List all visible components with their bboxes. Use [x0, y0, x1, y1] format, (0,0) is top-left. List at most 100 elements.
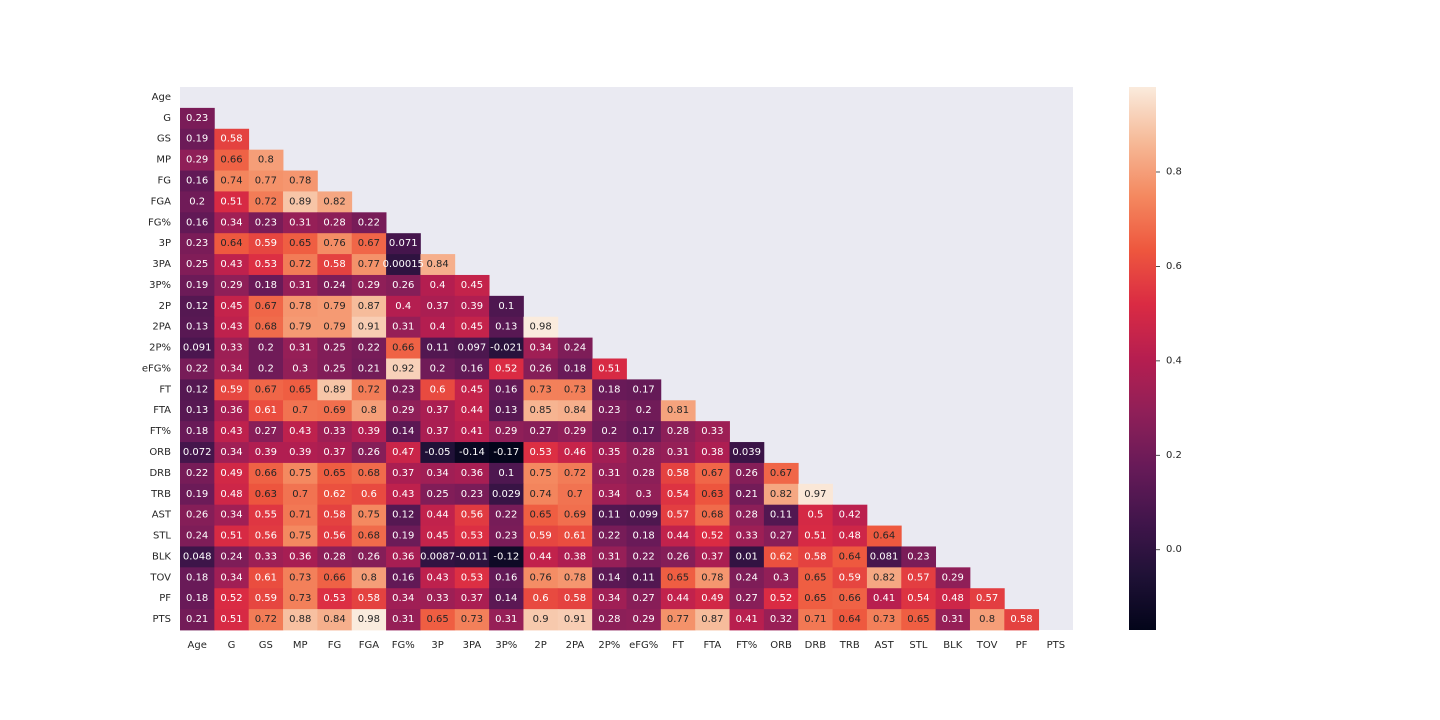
- cell-value-label: -0.14: [459, 447, 485, 458]
- cell-value-label: 0.53: [255, 259, 277, 270]
- heatmap-cell-STL-G: [214, 525, 250, 547]
- heatmap-cell-3P-GS: [248, 233, 284, 255]
- heatmap-cell-DRB-3P%: [489, 462, 524, 485]
- cell-value-label: 0.14: [392, 426, 414, 437]
- heatmap-cell-FT-GS: [248, 379, 284, 401]
- heatmap-cell-BLK-AST: [866, 546, 902, 568]
- heatmap-cell-3P-FG%: [386, 233, 421, 255]
- cell-value-label: 0.44: [667, 593, 689, 604]
- heatmap-cell-3P%-3PA: [454, 274, 490, 297]
- heatmap-cell-PF-3P%: [489, 588, 524, 610]
- heatmap-cell-PTS-FG%: [386, 609, 421, 631]
- heatmap-cell-TRB-MP: [283, 483, 318, 506]
- cell-value-label: 0.16: [461, 363, 483, 374]
- cell-value-label: 0.72: [289, 259, 311, 270]
- heatmap-cell-2PA-2P: [523, 316, 559, 339]
- heatmap-cell-STL-ORB: [763, 525, 799, 547]
- cell-value-label: 0.45: [220, 301, 242, 312]
- heatmap-cell-TOV-2P: [523, 567, 559, 589]
- heatmap-cell-TRB-FG%: [386, 483, 421, 506]
- cell-value-label: 0.18: [598, 384, 620, 395]
- cell-value-label: 0.44: [530, 551, 552, 562]
- cell-value-label: 0.72: [564, 468, 586, 479]
- heatmap-cell-eFG%-2P%: [592, 358, 627, 380]
- heatmap-cell-FG-GS: [248, 170, 284, 192]
- heatmap-cell-BLK-GS: [248, 546, 284, 568]
- cell-value-label: 0.64: [220, 238, 242, 249]
- heatmap-cell-TOV-STL: [901, 567, 937, 589]
- heatmap-cell-STL-MP: [283, 525, 318, 547]
- cell-value-label: 0.25: [323, 363, 345, 374]
- heatmap-cell-FT%-eFG%: [626, 421, 662, 443]
- cell-value-label: 0.51: [220, 614, 242, 625]
- heatmap-cell-BLK-FT: [660, 546, 696, 568]
- heatmap-cell-2PA-3P%: [489, 316, 524, 339]
- cell-value-label: 0.92: [392, 363, 414, 374]
- cell-value-label: 0.53: [530, 447, 552, 458]
- cell-value-label: 0.79: [323, 322, 345, 333]
- heatmap-cell-STL-FT%: [729, 525, 765, 547]
- heatmap-cell-PF-eFG%: [626, 588, 662, 610]
- x-tick-label: FT: [672, 640, 685, 651]
- heatmap-cell-ORB-2P%: [592, 442, 627, 464]
- heatmap-cell-PF-FT%: [729, 588, 765, 610]
- heatmap-cell-ORB-FG: [317, 442, 353, 464]
- heatmap-cell-FTA-G: [214, 400, 250, 422]
- cell-value-label: 0.33: [426, 593, 448, 604]
- cell-value-label: 0.39: [358, 426, 380, 437]
- cell-value-label: 0.28: [633, 468, 655, 479]
- cell-value-label: 0.7: [292, 405, 308, 416]
- cell-value-label: 0.16: [392, 572, 414, 583]
- heatmap-cell-BLK-3P%: [489, 546, 524, 568]
- heatmap-cell-PTS-PF: [1004, 609, 1040, 631]
- heatmap-cell-FT-FG: [317, 379, 353, 401]
- cell-value-label: 0.66: [839, 593, 861, 604]
- heatmap-cell-2PA-G: [214, 316, 250, 339]
- heatmap-cell-AST-eFG%: [626, 504, 662, 526]
- heatmap-cell-BLK-3P: [420, 546, 456, 568]
- cell-value-label: 0.18: [186, 572, 208, 583]
- cell-value-label: 0.33: [323, 426, 345, 437]
- x-tick-label: TRB: [839, 640, 860, 651]
- heatmap-cell-DRB-Age: [180, 462, 215, 485]
- heatmap-cell-AST-3P: [420, 504, 456, 526]
- cell-value-label: 0.29: [220, 280, 242, 291]
- heatmap-cell-TRB-2PA: [557, 483, 593, 506]
- cell-value-label: 0.79: [289, 322, 311, 333]
- cell-value-label: 0.31: [289, 217, 311, 228]
- cell-value-label: 0.65: [289, 238, 311, 249]
- cell-value-label: 0.67: [358, 238, 380, 249]
- cell-value-label: 0.88: [289, 614, 311, 625]
- heatmap-cell-FG%-MP: [283, 212, 318, 234]
- cell-value-label: 0.44: [461, 405, 483, 416]
- cell-value-label: 0.37: [392, 468, 414, 479]
- heatmap-cell-FG-Age: [180, 170, 215, 192]
- heatmap-cell-BLK-FG: [317, 546, 353, 568]
- heatmap-cell-PTS-FGA: [351, 609, 387, 631]
- cell-value-label: 0.34: [598, 489, 620, 500]
- heatmap-cell-TOV-BLK: [935, 567, 971, 589]
- cell-value-label: 0.53: [323, 593, 345, 604]
- heatmap-cell-TRB-3P: [420, 483, 456, 506]
- heatmap-cell-FT%-FTA: [695, 421, 730, 443]
- heatmap-cell-3P%-G: [214, 274, 250, 297]
- cell-value-label: 0.41: [736, 614, 758, 625]
- heatmap-cell-PF-3PA: [454, 588, 490, 610]
- cell-value-label: -0.17: [493, 447, 519, 458]
- x-tick-label: DRB: [805, 640, 827, 651]
- cell-value-label: 0.37: [701, 551, 723, 562]
- heatmap-cell-TOV-3P: [420, 567, 456, 589]
- cell-value-label: 0.33: [736, 531, 758, 542]
- cell-value-label: 0.048: [183, 551, 212, 562]
- heatmap-cell-TOV-FT%: [729, 567, 765, 589]
- heatmap-cell-FG%-Age: [180, 212, 215, 234]
- cell-value-label: 0.071: [389, 238, 418, 249]
- heatmap-cell-AST-G: [214, 504, 250, 526]
- cell-value-label: 0.76: [323, 238, 345, 249]
- cell-value-label: 0.37: [426, 301, 448, 312]
- cell-value-label: 0.27: [255, 426, 277, 437]
- heatmap-cell-STL-FG: [317, 525, 353, 547]
- y-tick-label: 2P%: [149, 343, 171, 354]
- cell-value-label: 0.37: [426, 426, 448, 437]
- cell-value-label: 0.73: [289, 572, 311, 583]
